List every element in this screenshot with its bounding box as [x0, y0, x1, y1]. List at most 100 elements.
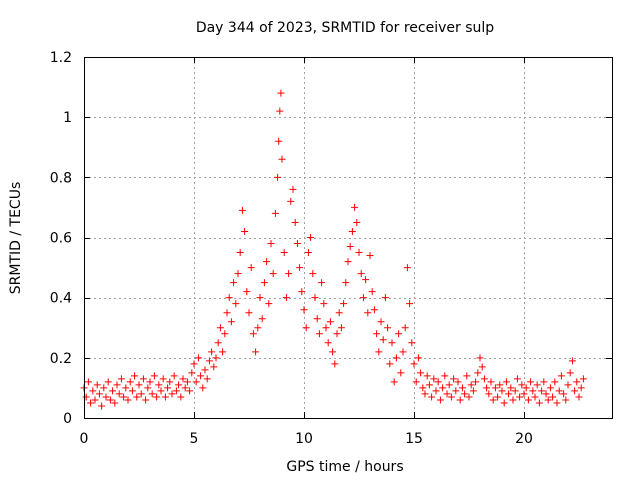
data-point — [144, 384, 152, 392]
data-point — [447, 393, 455, 401]
data-point — [392, 354, 400, 362]
data-point — [225, 294, 233, 302]
data-point — [241, 227, 249, 235]
data-point — [472, 378, 480, 386]
data-point — [139, 375, 147, 383]
x-axis-label: GPS time / hours — [286, 459, 403, 475]
data-point — [168, 390, 176, 398]
data-point — [500, 399, 508, 407]
data-point — [533, 381, 541, 389]
data-point — [98, 402, 106, 410]
data-point — [181, 384, 189, 392]
data-point — [454, 378, 462, 386]
data-point — [324, 339, 332, 347]
data-point — [381, 294, 389, 302]
data-point — [439, 384, 447, 392]
data-point — [489, 396, 497, 404]
data-point — [417, 369, 425, 377]
data-point — [304, 249, 312, 257]
data-point — [375, 348, 383, 356]
y-tick-label: 0.2 — [50, 351, 72, 367]
data-point — [318, 279, 326, 287]
data-point — [234, 270, 242, 278]
data-point — [263, 258, 271, 266]
data-point — [474, 369, 482, 377]
data-point — [434, 378, 442, 386]
data-point — [430, 375, 438, 383]
data-point — [485, 390, 493, 398]
data-point — [183, 378, 191, 386]
data-point — [146, 378, 154, 386]
data-point — [186, 387, 194, 395]
data-point — [546, 384, 554, 392]
data-point — [335, 309, 343, 317]
data-point — [531, 393, 539, 401]
axis-ticks — [84, 57, 612, 419]
data-point — [467, 381, 475, 389]
data-point — [282, 294, 290, 302]
data-point — [549, 393, 557, 401]
data-point — [388, 339, 396, 347]
data-point — [384, 324, 392, 332]
data-point — [509, 396, 517, 404]
data-point — [247, 264, 255, 272]
data-points — [80, 89, 587, 410]
data-point — [333, 330, 341, 338]
data-point — [128, 387, 136, 395]
data-point — [115, 390, 123, 398]
data-point — [412, 378, 420, 386]
data-point — [364, 309, 372, 317]
data-point — [126, 378, 134, 386]
data-point — [289, 185, 297, 193]
data-point — [278, 155, 286, 163]
data-point — [421, 390, 429, 398]
y-tick-label: 1 — [63, 110, 72, 126]
x-tick-labels: 0 5 10 15 20 — [80, 431, 533, 447]
data-point — [137, 390, 145, 398]
data-point — [344, 258, 352, 266]
data-point — [436, 396, 444, 404]
data-point — [179, 375, 187, 383]
data-point — [91, 396, 99, 404]
data-point — [188, 369, 196, 377]
x-tick-label: 15 — [405, 431, 423, 447]
data-point — [124, 396, 132, 404]
data-point — [527, 378, 535, 386]
data-point — [232, 300, 240, 308]
data-point — [357, 270, 365, 278]
data-point — [236, 249, 244, 257]
data-point — [329, 348, 337, 356]
data-point — [483, 384, 491, 392]
data-point — [291, 218, 299, 226]
data-point — [256, 294, 264, 302]
chart-title: Day 344 of 2023, SRMTID for receiver sul… — [196, 20, 494, 36]
data-point — [403, 264, 411, 272]
y-tick-label: 0.6 — [50, 231, 72, 247]
data-point — [373, 330, 381, 338]
data-point — [298, 288, 306, 296]
data-point — [348, 227, 356, 235]
data-point — [287, 197, 295, 205]
data-point — [370, 306, 378, 314]
data-point — [441, 372, 449, 380]
data-point — [302, 324, 310, 332]
data-point — [560, 390, 568, 398]
data-point — [428, 393, 436, 401]
data-point — [313, 315, 321, 323]
data-point — [269, 270, 277, 278]
data-point — [131, 372, 139, 380]
data-point — [205, 357, 213, 365]
data-point — [164, 384, 172, 392]
data-point — [102, 393, 110, 401]
y-tick-label: 0 — [63, 411, 72, 427]
data-point — [192, 378, 200, 386]
data-point — [113, 381, 121, 389]
data-point — [425, 381, 433, 389]
data-point — [513, 375, 521, 383]
data-point — [150, 372, 158, 380]
data-point — [577, 384, 585, 392]
data-point — [469, 387, 477, 395]
data-point — [275, 137, 283, 145]
data-point — [276, 107, 284, 115]
